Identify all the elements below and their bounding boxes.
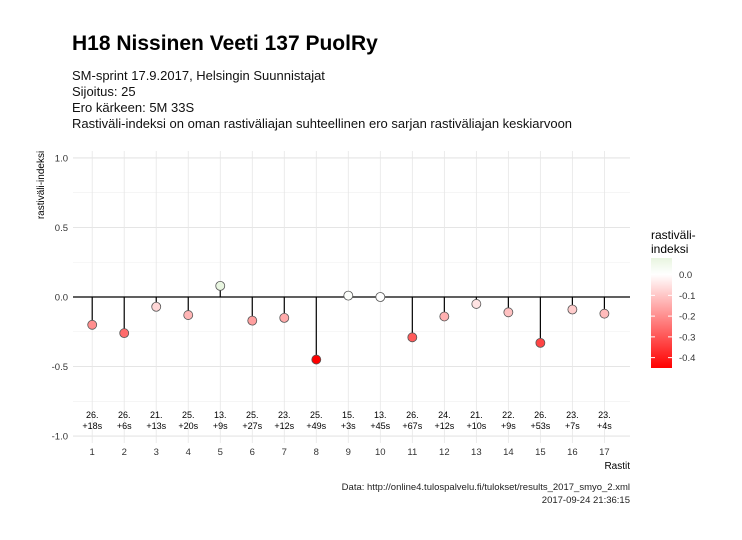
legend-tick-label: -0.3 xyxy=(679,332,695,343)
diff-label-13: +10s xyxy=(466,421,486,431)
point-16 xyxy=(567,304,578,315)
x-tick-label: 13 xyxy=(471,447,482,458)
x-tick-label: 4 xyxy=(186,447,191,458)
point-1 xyxy=(87,319,98,330)
rank-label-14: 22. xyxy=(502,410,515,420)
diff-label-2: +6s xyxy=(117,421,132,431)
diff-label-17: +4s xyxy=(597,421,612,431)
diff-label-11: +67s xyxy=(402,421,422,431)
point-13 xyxy=(471,299,482,309)
point-15 xyxy=(535,337,546,348)
y-tick-label: 0.5 xyxy=(55,223,68,234)
legend-tick-label: -0.1 xyxy=(679,291,695,302)
x-tick-label: 16 xyxy=(567,447,578,458)
point-5 xyxy=(215,280,226,291)
diff-label-1: +18s xyxy=(82,421,102,431)
x-tick-label: 12 xyxy=(439,447,450,458)
rank-label-13: 21. xyxy=(470,410,483,420)
y-axis-title: rastiväli-indeksi xyxy=(36,151,47,219)
point-11 xyxy=(407,332,418,343)
legend-color-bar xyxy=(651,258,672,368)
legend-tick-label: 0.0 xyxy=(679,270,692,281)
rank-label-17: 23. xyxy=(598,410,611,420)
point-2 xyxy=(119,328,130,339)
subtitle-line-gap: Ero kärkeen: 5M 33S xyxy=(72,100,195,115)
legend-tick-label: -0.4 xyxy=(679,353,695,364)
x-tick-label: 15 xyxy=(535,447,546,458)
legend-title: rastiväli-indeksi xyxy=(651,228,696,256)
rank-label-7: 23. xyxy=(278,410,291,420)
point-17 xyxy=(599,308,610,319)
rank-label-10: 13. xyxy=(374,410,387,420)
chart-title: H18 Nissinen Veeti 137 PuolRy xyxy=(72,32,378,55)
rank-label-8: 25. xyxy=(310,410,323,420)
rank-label-5: 13. xyxy=(214,410,227,420)
y-tick-label: 0.0 xyxy=(55,293,68,304)
x-tick-label: 14 xyxy=(503,447,514,458)
x-tick-label: 5 xyxy=(218,447,223,458)
rank-label-16: 23. xyxy=(566,410,579,420)
diff-label-6: +27s xyxy=(242,421,262,431)
x-tick-label: 6 xyxy=(250,447,255,458)
x-tick-label: 17 xyxy=(599,447,610,458)
diff-label-9: +3s xyxy=(341,421,356,431)
subtitle-line-race: SM-sprint 17.9.2017, Helsingin Suunnista… xyxy=(72,68,325,83)
point-9 xyxy=(343,290,354,301)
rank-label-11: 26. xyxy=(406,410,419,420)
diff-label-15: +53s xyxy=(530,421,550,431)
diff-label-4: +20s xyxy=(178,421,198,431)
rank-label-1: 26. xyxy=(86,410,99,420)
diff-label-8: +49s xyxy=(306,421,326,431)
x-tick-label: 2 xyxy=(122,447,127,458)
diff-label-7: +12s xyxy=(274,421,294,431)
rank-label-9: 15. xyxy=(342,410,355,420)
rank-label-12: 24. xyxy=(438,410,451,420)
point-4 xyxy=(183,310,194,320)
point-14 xyxy=(503,307,514,318)
point-6 xyxy=(247,315,258,326)
point-8 xyxy=(311,354,322,365)
point-3 xyxy=(151,301,162,312)
point-10 xyxy=(375,292,386,302)
rank-label-6: 25. xyxy=(246,410,259,420)
rank-label-15: 26. xyxy=(534,410,547,420)
y-tick-label: -0.5 xyxy=(52,362,68,373)
x-tick-label: 1 xyxy=(90,447,95,458)
y-tick-label: -1.0 xyxy=(52,432,68,443)
caption-source: Data: http://online4.tulospalvelu.fi/tul… xyxy=(341,482,630,493)
x-tick-label: 9 xyxy=(346,447,351,458)
rank-label-4: 25. xyxy=(182,410,195,420)
diff-label-16: +7s xyxy=(565,421,580,431)
x-tick-label: 3 xyxy=(154,447,159,458)
x-tick-label: 10 xyxy=(375,447,386,458)
x-tick-label: 11 xyxy=(407,447,417,458)
x-tick-label: 7 xyxy=(282,447,287,458)
rank-label-2: 26. xyxy=(118,410,131,420)
diff-label-14: +9s xyxy=(501,421,516,431)
x-axis-title: Rastit xyxy=(604,461,630,472)
diff-label-10: +45s xyxy=(370,421,390,431)
rank-label-3: 21. xyxy=(150,410,163,420)
diff-label-5: +9s xyxy=(213,421,228,431)
caption-timestamp: 2017-09-24 21:36:15 xyxy=(541,495,630,506)
x-tick-label: 8 xyxy=(314,447,319,458)
subtitle-line-rank: Sijoitus: 25 xyxy=(72,84,136,99)
legend-tick-label: -0.2 xyxy=(679,312,695,323)
diff-label-3: +13s xyxy=(146,421,166,431)
subtitle-line-description: Rastiväli-indeksi on oman rastiväliajan … xyxy=(72,116,573,131)
point-7 xyxy=(279,312,290,323)
y-tick-label: 1.0 xyxy=(55,153,68,164)
point-12 xyxy=(439,311,450,322)
diff-label-12: +12s xyxy=(434,421,454,431)
